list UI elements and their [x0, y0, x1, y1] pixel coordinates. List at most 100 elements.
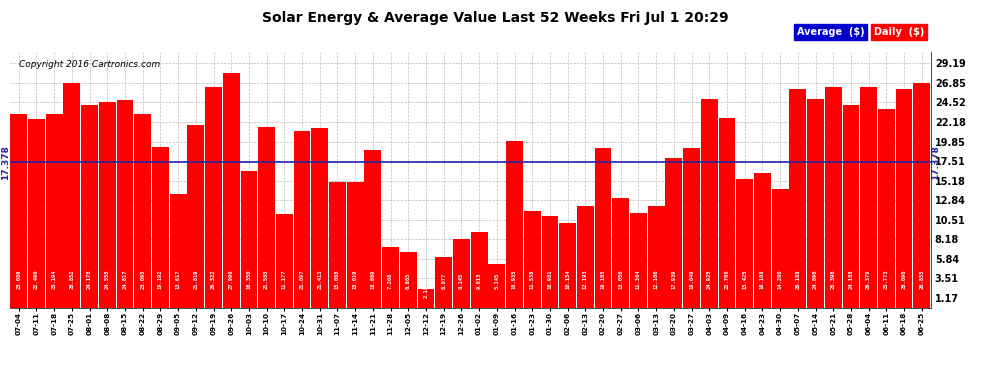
Bar — [28, 120, 45, 308]
Text: 24.925: 24.925 — [707, 270, 712, 289]
Bar — [276, 214, 293, 308]
Bar — [842, 105, 859, 308]
Text: 26.396: 26.396 — [831, 270, 836, 289]
Bar — [647, 206, 664, 308]
Bar — [152, 147, 169, 308]
Bar — [470, 232, 487, 308]
Bar — [81, 105, 98, 308]
Bar — [825, 87, 842, 308]
Text: 26.322: 26.322 — [211, 270, 216, 289]
Text: 11.538: 11.538 — [530, 270, 535, 289]
Text: 19.105: 19.105 — [601, 270, 606, 289]
Bar — [630, 213, 646, 308]
Text: 19.935: 19.935 — [512, 270, 517, 289]
Bar — [524, 211, 541, 308]
Text: 9.013: 9.013 — [476, 273, 481, 289]
Bar — [223, 74, 240, 308]
Text: 5.145: 5.145 — [494, 273, 499, 289]
Text: 17.378: 17.378 — [931, 145, 940, 180]
Bar — [169, 194, 186, 308]
Bar — [701, 99, 718, 308]
Bar — [719, 118, 736, 308]
Text: 18.869: 18.869 — [370, 270, 375, 289]
Text: 24.896: 24.896 — [813, 270, 818, 289]
Bar — [311, 129, 328, 308]
Bar — [346, 182, 363, 308]
Text: 12.106: 12.106 — [653, 270, 658, 289]
Text: 21.413: 21.413 — [317, 270, 323, 289]
Bar — [771, 189, 788, 308]
Text: 10.981: 10.981 — [547, 270, 552, 289]
Bar — [737, 178, 753, 308]
Text: 17.939: 17.939 — [671, 270, 676, 289]
Bar — [613, 198, 630, 308]
Text: 15.019: 15.019 — [352, 270, 357, 289]
Bar — [542, 216, 558, 308]
Text: 26.379: 26.379 — [866, 270, 871, 289]
Text: 24.817: 24.817 — [123, 270, 128, 289]
Bar — [789, 88, 806, 308]
Bar — [400, 252, 417, 308]
Bar — [205, 87, 222, 308]
Bar — [860, 87, 877, 308]
Text: 17.378: 17.378 — [1, 145, 10, 180]
Text: 2.18: 2.18 — [424, 285, 429, 298]
Text: 19.192: 19.192 — [157, 270, 163, 289]
Bar — [382, 247, 399, 308]
Text: Daily  ($): Daily ($) — [874, 27, 925, 37]
Bar — [488, 264, 505, 308]
Bar — [914, 83, 931, 308]
Text: 8.145: 8.145 — [459, 273, 464, 289]
Text: 11.304: 11.304 — [636, 270, 641, 289]
Text: 11.177: 11.177 — [282, 270, 287, 289]
Bar — [187, 125, 204, 308]
Bar — [577, 206, 594, 308]
Bar — [364, 150, 381, 308]
Text: Solar Energy & Average Value Last 52 Weeks Fri Jul 1 20:29: Solar Energy & Average Value Last 52 Wee… — [261, 11, 729, 25]
Text: 23.095: 23.095 — [141, 270, 146, 289]
Text: 24.558: 24.558 — [105, 270, 110, 289]
Text: 10.154: 10.154 — [565, 270, 570, 289]
Text: 23.773: 23.773 — [884, 270, 889, 289]
Bar — [453, 239, 470, 308]
Text: 13.617: 13.617 — [175, 270, 180, 289]
Bar — [754, 173, 771, 308]
Bar — [135, 114, 151, 308]
Text: 15.068: 15.068 — [335, 270, 340, 289]
Text: 22.700: 22.700 — [725, 270, 730, 289]
Bar — [807, 99, 824, 308]
Text: 23.089: 23.089 — [16, 270, 21, 289]
Bar — [99, 102, 116, 308]
Bar — [665, 158, 682, 308]
Text: 16.350: 16.350 — [247, 270, 251, 289]
Text: 12.193: 12.193 — [583, 270, 588, 289]
Text: 16.108: 16.108 — [760, 270, 765, 289]
Bar — [294, 131, 311, 308]
Bar — [418, 289, 435, 308]
Bar — [46, 114, 62, 308]
Text: 19.049: 19.049 — [689, 270, 694, 289]
Text: 26.096: 26.096 — [902, 270, 907, 289]
Text: Copyright 2016 Cartronics.com: Copyright 2016 Cartronics.com — [19, 60, 160, 69]
Bar — [329, 182, 346, 308]
Text: 21.819: 21.819 — [193, 270, 198, 289]
Text: 22.490: 22.490 — [34, 270, 39, 289]
Text: 26.188: 26.188 — [795, 270, 800, 289]
Bar — [595, 148, 612, 308]
Bar — [258, 127, 275, 308]
Text: 24.178: 24.178 — [87, 270, 92, 289]
Bar — [896, 89, 913, 308]
Text: 21.585: 21.585 — [264, 270, 269, 289]
Bar — [10, 114, 27, 308]
Text: 13.050: 13.050 — [618, 270, 624, 289]
Text: 23.194: 23.194 — [51, 270, 56, 289]
Text: 27.990: 27.990 — [229, 270, 234, 289]
Bar — [117, 100, 134, 308]
Text: 26.855: 26.855 — [920, 270, 925, 289]
Bar — [436, 257, 452, 307]
Bar — [559, 223, 576, 308]
Text: 6.077: 6.077 — [442, 273, 446, 289]
Text: 14.200: 14.200 — [777, 270, 783, 289]
Text: 15.425: 15.425 — [742, 270, 747, 289]
Bar — [241, 171, 257, 308]
